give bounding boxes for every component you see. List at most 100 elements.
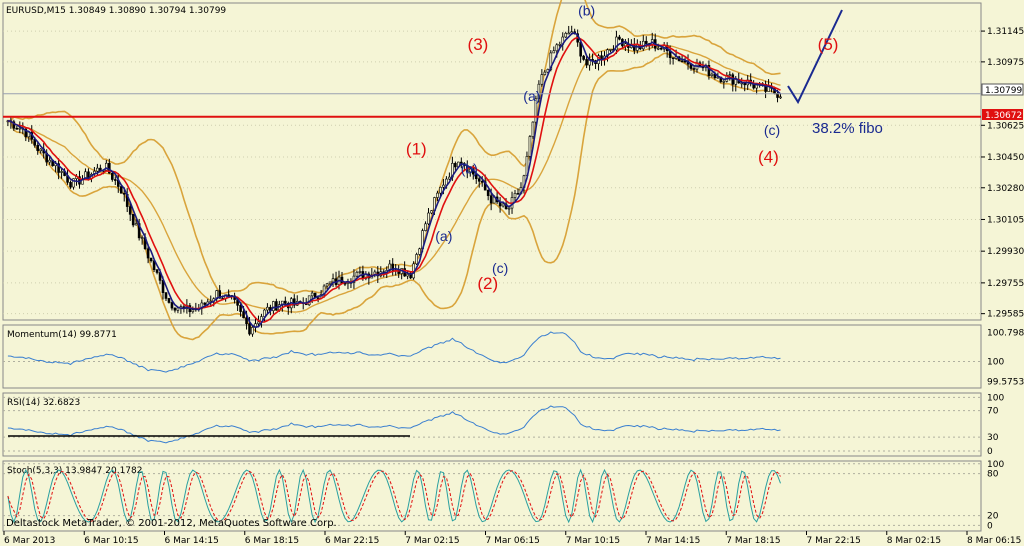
price-tick-label: 1.30975 — [987, 58, 1024, 68]
momentum-tick-label: 99.5753 — [987, 378, 1024, 388]
candle-body — [119, 186, 123, 194]
candle-body — [245, 317, 248, 325]
wave-label: (a) — [523, 88, 540, 104]
stoch-tick-label: 100 — [987, 460, 1004, 470]
candle-body — [489, 195, 493, 204]
candle-body — [266, 306, 269, 311]
price-tick-label: 1.30625 — [987, 121, 1024, 131]
ma-fast-line — [7, 32, 782, 329]
candle-body — [534, 98, 538, 123]
candle-body — [24, 128, 28, 138]
candle-body — [468, 168, 472, 173]
rsi-tick-label: 0 — [987, 447, 993, 457]
candle-body — [513, 193, 517, 198]
indicator-lines — [7, 331, 781, 524]
candle-body — [436, 192, 439, 198]
projection-line — [787, 9, 843, 105]
price-axis: 1.31145 1.30975 1.30625 1.30450 1.30280 1.301… — [981, 27, 1024, 320]
candle-body — [149, 257, 153, 262]
stoch-panel — [2, 460, 982, 532]
candle-body — [203, 302, 207, 305]
candle-body — [501, 203, 505, 207]
candle-body — [755, 84, 758, 89]
candle-body — [779, 96, 782, 99]
stoch-tick-label: 20 — [987, 512, 999, 522]
candle-body — [406, 273, 409, 277]
candle-body — [164, 292, 168, 299]
time-tick-label: 7 Mar 18:15 — [726, 536, 780, 546]
candle-body — [418, 248, 421, 255]
candle-body — [448, 176, 451, 180]
candle-body — [722, 80, 726, 83]
candle-body — [263, 309, 266, 317]
momentum-tick-label: 100 — [987, 358, 1004, 368]
wave-label: (a) — [435, 228, 452, 244]
rsi-label: RSI(14) 32.6823 — [7, 398, 80, 408]
current-price-box — [981, 83, 1024, 96]
wave-label: (5) — [818, 35, 839, 54]
wave-label: (b) — [461, 160, 478, 176]
level-price-box — [982, 109, 1023, 120]
candle-body — [328, 281, 332, 285]
wave-label: (1) — [406, 139, 427, 158]
candle-body — [415, 254, 418, 265]
time-tick-label: 7 Mar 06:15 — [486, 536, 540, 546]
candle-body — [558, 43, 562, 46]
wave-label: (c) — [492, 260, 508, 276]
candle-body — [155, 269, 159, 273]
momentum-line — [7, 331, 781, 373]
price-tick-label: 1.30280 — [987, 184, 1024, 194]
candle-body — [585, 59, 588, 66]
candle-body — [331, 278, 335, 283]
candle-body — [442, 184, 445, 188]
price-tick-label: 1.31145 — [987, 27, 1024, 37]
candle-body — [391, 263, 395, 271]
ma-slow-line — [7, 36, 781, 323]
price-tick-label: 1.30105 — [987, 215, 1024, 225]
time-tick-label: 8 Mar 02:15 — [887, 536, 941, 546]
candle-body — [275, 301, 278, 311]
wave-label: (b) — [578, 3, 595, 19]
middle-band — [7, 44, 781, 313]
stoch-signal-line — [7, 470, 781, 522]
candle-body — [284, 300, 287, 304]
candle-body — [671, 57, 675, 60]
candlesticks — [6, 25, 782, 337]
main-panel — [2, 2, 982, 321]
rsi-tick-label: 30 — [987, 433, 999, 443]
candle-body — [728, 74, 732, 77]
time-tick-label: 8 Mar 06:15 — [967, 536, 1021, 546]
candle-body — [531, 121, 535, 137]
candle-body — [242, 311, 245, 319]
candle-body — [644, 40, 648, 44]
candle-body — [480, 180, 484, 183]
candle-body — [555, 44, 559, 52]
candle-body — [170, 302, 174, 309]
candle-body — [537, 83, 541, 100]
candle-body — [358, 271, 362, 273]
time-tick-label: 6 Mar 14:15 — [165, 536, 219, 546]
candle-body — [454, 163, 457, 168]
wave-labels: (1) (2) (3) (4) (5) (a) (b) (c) (a) (b) (c) — [406, 3, 839, 294]
candle-body — [18, 127, 22, 130]
candle-body — [355, 271, 359, 277]
candle-body — [69, 182, 72, 188]
lower-band — [7, 52, 781, 341]
candle-body — [582, 55, 585, 60]
candle-body — [710, 73, 714, 76]
candle-body — [134, 223, 138, 226]
time-tick-label: 6 Mar 2013 — [4, 536, 55, 546]
candle-body — [609, 49, 612, 51]
time-tick-label: 7 Mar 14:15 — [646, 536, 700, 546]
candle-body — [325, 283, 329, 287]
candle-body — [439, 186, 442, 194]
candle-body — [167, 298, 171, 303]
momentum-label: Momentum(14) 99.8771 — [7, 330, 117, 340]
stoch-tick-label: 80 — [987, 470, 999, 480]
candle-body — [292, 298, 296, 306]
candle-body — [659, 47, 663, 50]
time-tick-label: 6 Mar 22:15 — [325, 536, 379, 546]
candle-body — [540, 74, 544, 85]
price-tick-label: 1.30450 — [987, 153, 1024, 163]
